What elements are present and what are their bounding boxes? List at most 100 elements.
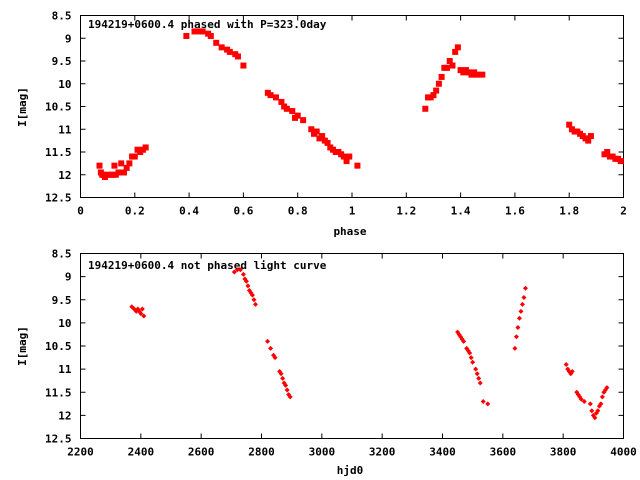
data-point	[240, 271, 246, 277]
data-point	[340, 153, 347, 160]
data-point	[243, 278, 249, 284]
data-point	[430, 92, 437, 99]
data-point	[480, 399, 486, 404]
data-point	[578, 396, 584, 402]
data-point	[468, 355, 474, 361]
data-point	[289, 108, 296, 115]
y-tick-label: 10	[58, 317, 71, 330]
data-point	[308, 126, 315, 133]
data-point	[566, 121, 573, 128]
x-tick-label: 0.2	[125, 205, 145, 218]
data-point	[234, 267, 240, 273]
y-tick-label: 12.5	[45, 192, 72, 205]
x-tick-label: 0.6	[233, 205, 253, 218]
data-point	[240, 62, 247, 69]
data-point	[272, 94, 279, 101]
data-point	[592, 415, 598, 421]
y-axis-label: I[mag]	[16, 87, 29, 127]
y-tick-label: 9	[65, 271, 72, 284]
y-tick-label: 9	[65, 32, 72, 45]
data-points	[129, 267, 610, 421]
data-point	[251, 297, 257, 303]
data-point	[245, 283, 251, 289]
data-point	[521, 294, 527, 300]
data-point	[587, 133, 594, 140]
data-point	[598, 401, 604, 407]
axis-ticks: 0 0.2 0.4 0.6 0.8 1 1.2 1.4 1.6 1.8 2 8.5 9 9.5 10 10.5…	[45, 10, 627, 218]
data-point	[522, 285, 528, 291]
data-point	[354, 162, 361, 169]
y-tick-label: 11	[58, 123, 72, 136]
chart-title: 194219+0600.4 not phased light curve	[88, 259, 327, 272]
x-tick-label: 0.4	[179, 205, 199, 218]
data-point	[183, 32, 190, 39]
data-point	[96, 162, 103, 169]
phased-light-curve-panel: 194219+0600.4 phased with P=323.0day pha…	[16, 10, 627, 239]
data-point	[519, 301, 525, 307]
data-point	[595, 408, 601, 414]
data-point	[617, 158, 624, 165]
data-point	[283, 105, 290, 112]
data-point	[283, 382, 289, 388]
data-point	[191, 28, 198, 35]
data-point	[433, 87, 440, 94]
x-tick-label: 3400	[429, 446, 456, 459]
data-point	[115, 169, 122, 176]
x-tick-label: 0.8	[288, 205, 308, 218]
data-point	[346, 153, 353, 160]
x-tick-label: 1.4	[451, 205, 471, 218]
x-tick-label: 2600	[188, 446, 215, 459]
data-point	[476, 375, 482, 381]
y-tick-label: 10	[58, 78, 71, 91]
data-point	[272, 355, 278, 361]
data-point	[446, 58, 453, 64]
data-point	[294, 112, 301, 119]
y-tick-label: 12	[58, 409, 71, 422]
data-point	[452, 48, 459, 55]
x-tick-label: 0	[77, 205, 84, 218]
x-tick-label: 3600	[490, 446, 517, 459]
data-point	[479, 71, 486, 78]
data-point	[126, 160, 133, 167]
data-point	[278, 98, 285, 105]
data-point	[449, 62, 456, 69]
data-point	[585, 137, 592, 144]
y-tick-label: 11	[58, 363, 72, 376]
y-tick-label: 10.5	[45, 340, 72, 353]
x-tick-label: 2400	[128, 446, 155, 459]
plot-frame	[80, 253, 624, 439]
data-point	[138, 311, 144, 317]
data-point	[300, 117, 307, 124]
data-point	[470, 359, 476, 365]
data-point	[226, 48, 233, 55]
y-tick-label: 11.5	[45, 386, 72, 399]
data-point	[287, 394, 293, 400]
data-point	[343, 158, 350, 165]
x-tick-label: 2	[620, 205, 627, 218]
x-tick-label: 4000	[610, 446, 637, 459]
data-point	[435, 80, 442, 87]
y-tick-label: 9.5	[52, 55, 72, 68]
data-point	[313, 128, 320, 135]
data-point	[467, 350, 473, 356]
data-point	[237, 267, 243, 273]
data-point	[278, 371, 284, 377]
data-point	[438, 73, 445, 80]
y-tick-label: 8.5	[52, 10, 72, 23]
data-point	[120, 169, 127, 176]
y-tick-label: 12.5	[45, 433, 72, 446]
unphased-light-curve-panel: 194219+0600.4 not phased light curve hjd…	[16, 248, 637, 478]
data-point	[118, 160, 125, 167]
data-point	[512, 345, 518, 351]
data-point	[234, 53, 241, 60]
data-point	[142, 144, 149, 151]
chart-title: 194219+0600.4 phased with P=323.0day	[88, 18, 327, 31]
data-point	[249, 292, 255, 298]
data-point	[267, 92, 274, 99]
x-axis-label: phase	[333, 225, 366, 238]
data-point	[516, 315, 522, 321]
data-point	[319, 133, 326, 140]
data-point	[218, 44, 225, 51]
data-point	[477, 380, 483, 386]
